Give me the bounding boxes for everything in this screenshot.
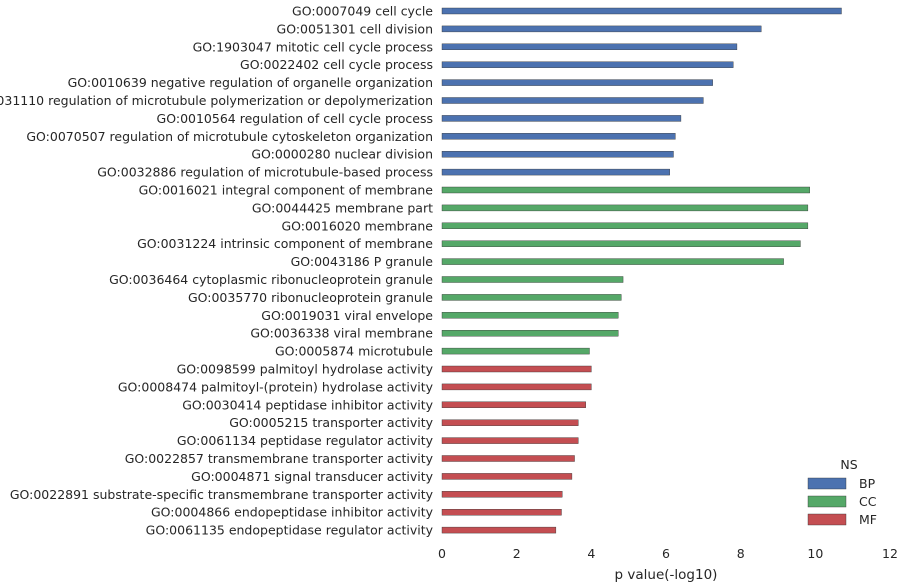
bar-bp: [441, 97, 704, 104]
bar-mf: [441, 401, 586, 408]
category-label: GO:0070507 regulation of microtubule cyt…: [26, 129, 433, 144]
category-label: GO:0004871 signal transducer activity: [191, 469, 433, 484]
legend-label: MF: [859, 512, 877, 527]
legend-swatch-mf: [807, 513, 847, 526]
category-label: GO:0010564 regulation of cell cycle proc…: [157, 111, 433, 126]
category-label: GO:0036464 cytoplasmic ribonucleoprotein…: [109, 272, 433, 287]
bar-bp: [441, 150, 674, 158]
category-label: GO:0031224 intrinsic component of membra…: [137, 236, 433, 251]
x-axis-title: p value(-log10): [615, 567, 718, 583]
bar-mf: [441, 455, 575, 462]
bar-bp: [441, 133, 676, 140]
bar-bp: [441, 168, 670, 176]
bar-bp: [441, 43, 738, 50]
category-label: GO:0005874 microtubule: [275, 344, 433, 359]
category-label: GO:0022402 cell cycle process: [240, 57, 433, 72]
category-label: GO:0008474 palmitoyl-(protein) hydrolase…: [118, 379, 434, 394]
bar-mf: [441, 491, 563, 498]
category-label: GO:0016021 integral component of membran…: [139, 183, 434, 198]
category-label: GO:0019031 viral envelope: [261, 308, 433, 323]
x-tick-label: 2: [513, 546, 521, 561]
category-label: GO:0030414 peptidase inhibitor activity: [182, 397, 433, 412]
bar-mf: [441, 419, 579, 426]
category-label: GO:1903047 mitotic cell cycle process: [193, 39, 433, 54]
bar-bp: [441, 61, 734, 68]
category-label: GO:0000280 nuclear division: [251, 147, 433, 162]
x-tick-label: 6: [662, 546, 670, 561]
x-tick-label: 8: [737, 546, 745, 561]
category-label: GO:0061134 peptidase regulator activity: [177, 433, 434, 448]
bar-bp: [441, 115, 682, 122]
x-tick-label: 12: [882, 546, 898, 561]
legend-swatch-bp: [807, 477, 847, 490]
x-tick-label: 0: [438, 546, 446, 561]
legend-label: CC: [859, 494, 877, 509]
bar-mf: [441, 365, 592, 373]
bar-cc: [441, 240, 801, 247]
category-label: GO:0036338 viral membrane: [250, 326, 433, 341]
legend: NS BP CC MF: [807, 457, 877, 527]
bar-cc: [441, 347, 590, 355]
category-label: GO:0010639 negative regulation of organe…: [68, 75, 433, 90]
bar-cc: [441, 312, 619, 319]
bar-mf: [441, 437, 579, 444]
legend-entries: BP CC MF: [807, 476, 877, 527]
bar-cc: [441, 276, 624, 283]
category-label: GO:0043186 P granule: [291, 254, 434, 269]
legend-swatch-cc: [807, 495, 847, 508]
bar-mf: [441, 383, 592, 391]
x-tick-label: 10: [807, 546, 823, 561]
legend-label: BP: [859, 476, 876, 491]
bar-bp: [441, 7, 842, 15]
category-label: GO:0044425 membrane part: [252, 200, 433, 215]
category-label: GO:0031110 regulation of microtubule pol…: [0, 93, 433, 108]
x-tick-label: 4: [587, 546, 595, 561]
category-label: GO:0007049 cell cycle: [292, 4, 433, 19]
bar-mf: [441, 526, 557, 534]
category-label: GO:0016020 membrane: [281, 218, 433, 233]
bars-layer: [441, 7, 842, 534]
bar-bp: [441, 79, 713, 86]
bar-cc: [441, 222, 809, 230]
bar-cc: [441, 294, 622, 301]
x-tick-labels: 0 2 4 6 8 10 12: [438, 546, 898, 561]
category-label: GO:0022857 transmembrane transporter act…: [125, 451, 434, 466]
category-label: GO:0051301 cell division: [277, 21, 433, 36]
bar-mf: [441, 509, 562, 516]
bar-cc: [441, 204, 809, 212]
bar-mf: [441, 473, 573, 480]
bar-cc: [441, 258, 784, 265]
category-label: GO:0022891 substrate-specific transmembr…: [10, 487, 434, 502]
category-label: GO:0005215 transporter activity: [229, 415, 433, 430]
category-label: GO:0098599 palmitoyl hydrolase activity: [177, 362, 434, 377]
category-label: GO:0061135 endopeptidase regulator activ…: [146, 523, 434, 538]
category-label: GO:0032886 regulation of microtubule-bas…: [97, 165, 433, 180]
category-label: GO:0004866 endopeptidase inhibitor activ…: [151, 505, 434, 520]
bar-cc: [441, 330, 619, 337]
bar-cc: [441, 186, 810, 194]
category-label: GO:0035770 ribonucleoprotein granule: [188, 290, 433, 305]
legend-title: NS: [840, 457, 857, 472]
category-labels: GO:0007049 cell cycle GO:0051301 cell div…: [0, 4, 434, 538]
bar-bp: [441, 25, 762, 33]
